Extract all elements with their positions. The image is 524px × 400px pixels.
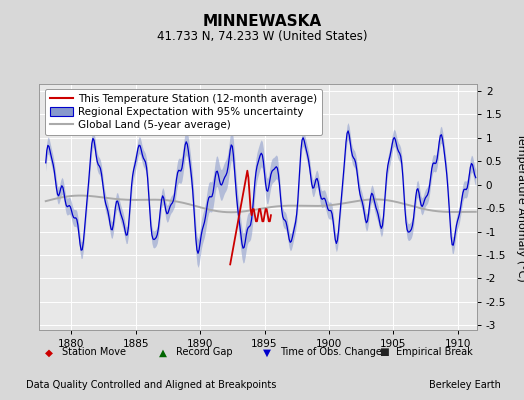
Legend: This Temperature Station (12-month average), Regional Expectation with 95% uncer: This Temperature Station (12-month avera… [45,89,322,135]
Text: 41.733 N, 74.233 W (United States): 41.733 N, 74.233 W (United States) [157,30,367,43]
Text: MINNEWASKA: MINNEWASKA [202,14,322,29]
Text: ▲: ▲ [159,347,167,357]
Text: Station Move: Station Move [62,347,126,357]
Y-axis label: Temperature Anomaly (°C): Temperature Anomaly (°C) [516,133,524,281]
Text: Data Quality Controlled and Aligned at Breakpoints: Data Quality Controlled and Aligned at B… [26,380,277,390]
Text: ▼: ▼ [263,347,271,357]
Text: ◆: ◆ [45,347,53,357]
Text: Berkeley Earth: Berkeley Earth [429,380,500,390]
Text: Time of Obs. Change: Time of Obs. Change [280,347,382,357]
Text: Record Gap: Record Gap [176,347,232,357]
Text: Empirical Break: Empirical Break [396,347,473,357]
Text: ■: ■ [379,347,389,357]
